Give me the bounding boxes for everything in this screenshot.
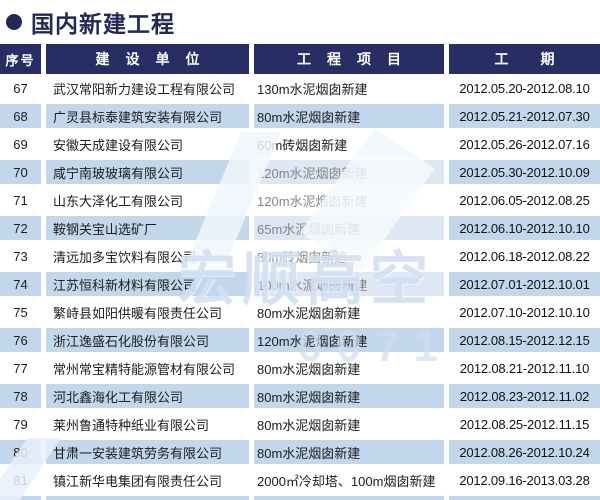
row-company: 浙江逸盛石化股份有限公司 — [46, 328, 249, 352]
row-period: 2012.06.10-2012.10.10 — [449, 216, 600, 240]
partial-cell — [0, 496, 41, 500]
table-row: 80 甘肃一安装建筑劳务有限公司 80m水泥烟囱新建 2012.08.26-2012.… — [0, 438, 600, 466]
row-company: 山东大泽化工有限公司 — [53, 193, 184, 209]
table-row: 79 莱州鲁通特种纸业有限公司 80m水泥烟囱新建 2012.08.25-2012.1… — [0, 410, 600, 438]
row-period: 2012.08.21-2012.11.10 — [459, 360, 590, 376]
row-project: 120m水泥烟囱新建 — [254, 160, 444, 184]
row-project: 120m水泥烟囱新建 — [257, 193, 368, 209]
row-project: 65m水泥烟囱新建 — [254, 216, 444, 240]
row-period: 2012.08.26-2012.10.24 — [449, 440, 600, 464]
row-project: 80m水泥烟囱新建 — [257, 305, 361, 321]
row-no: 81 — [13, 472, 28, 488]
row-company: 清远加多宝饮料有限公司 — [53, 249, 197, 265]
row-period: 2012.08.25-2012.11.15 — [459, 416, 590, 432]
row-project: 2000㎡冷却塔、100m烟囱新建 — [257, 473, 436, 489]
row-company: 河北鑫海化工有限公司 — [46, 384, 249, 408]
row-no: 75 — [13, 304, 28, 320]
row-company: 莱州鲁通特种纸业有限公司 — [53, 417, 210, 433]
row-period: 2012.05.21-2012.07.30 — [449, 104, 600, 128]
table-row: 78 河北鑫海化工有限公司 80m水泥烟囱新建 2012.08.23-2012.11.… — [0, 382, 600, 410]
page-title: 国内新建工程 — [31, 11, 175, 37]
partial-cell — [449, 496, 600, 500]
section-title-bar: 国内新建工程 — [0, 0, 600, 44]
row-project: 80m砖烟囱新建 — [257, 249, 348, 265]
column-header-period: 工期 — [449, 44, 600, 74]
partial-cell — [46, 496, 249, 500]
row-period: 2012.09.16-2013.03.28 — [459, 472, 590, 488]
row-no: 68 — [0, 104, 41, 128]
row-no: 74 — [0, 272, 41, 296]
partial-next-row — [0, 496, 600, 500]
row-period: 2012.05.26-2012.07.16 — [459, 136, 590, 152]
row-no: 79 — [13, 416, 28, 432]
row-no: 69 — [13, 136, 28, 152]
row-period: 2012.07.10-2012.10.10 — [459, 304, 590, 320]
row-company: 江苏恒科新材料有限公司 — [46, 272, 249, 296]
row-period: 2012.08.23-2012.11.02 — [449, 384, 600, 408]
table-row: 76 浙江逸盛石化股份有限公司 120m水泥烟囱新建 2012.08.15-2012.… — [0, 326, 600, 354]
row-no: 76 — [0, 328, 41, 352]
row-project: 100m水泥烟囱新建 — [254, 272, 444, 296]
table-row: 77 常州常宝精特能源管材有限公司 80m水泥烟囱新建 2012.08.21-2012… — [0, 354, 600, 382]
row-no: 70 — [0, 160, 41, 184]
row-project: 80m水泥烟囱新建 — [254, 440, 444, 464]
row-project: 60m砖烟囱新建 — [257, 137, 348, 153]
row-no: 73 — [13, 248, 28, 264]
row-period: 2012.08.15-2012.12.15 — [449, 328, 600, 352]
table-row: 81 镇江新华电集团有限责任公司 2000㎡冷却塔、100m烟囱新建 2012.09.… — [0, 466, 600, 494]
row-period: 2012.06.05-2012.08.25 — [459, 192, 590, 208]
row-project: 80m水泥烟囱新建 — [257, 417, 361, 433]
table-row: 75 繁峙县如阳供暖有限责任公司 80m水泥烟囱新建 2012.07.10-2012.… — [0, 298, 600, 326]
row-company: 广灵县标泰建筑安装有限公司 — [46, 104, 249, 128]
row-period: 2012.05.20-2012.08.10 — [459, 80, 590, 96]
row-company: 繁峙县如阳供暖有限责任公司 — [53, 305, 223, 321]
table-row: 72 鞍钢关宝山选矿厂 65m水泥烟囱新建 2012.06.10-2012.10.10 — [0, 214, 600, 242]
row-company: 咸宁南玻玻璃有限公司 — [46, 160, 249, 184]
row-no: 78 — [0, 384, 41, 408]
column-header-company: 建设单位 — [46, 44, 249, 74]
table-body: 67 武汉常阳新力建设工程有限公司 130m水泥烟囱新建 2012.05.20-201… — [0, 74, 600, 494]
section-bullet-icon — [6, 14, 22, 30]
row-project: 120m水泥烟囱新建 — [254, 328, 444, 352]
row-no: 72 — [0, 216, 41, 240]
row-period: 2012.07.01-2012.10.01 — [449, 272, 600, 296]
row-company: 甘肃一安装建筑劳务有限公司 — [46, 440, 249, 464]
row-company: 武汉常阳新力建设工程有限公司 — [53, 81, 236, 97]
row-project: 80m水泥烟囱新建 — [254, 104, 444, 128]
row-no: 80 — [0, 440, 41, 464]
column-header-project: 工程项目 — [254, 44, 444, 74]
table-row: 71 山东大泽化工有限公司 120m水泥烟囱新建 2012.06.05-2012.08… — [0, 186, 600, 214]
row-company: 常州常宝精特能源管材有限公司 — [53, 361, 236, 377]
table-row: 73 清远加多宝饮料有限公司 80m砖烟囱新建 2012.06.18-2012.08.… — [0, 242, 600, 270]
row-no: 71 — [13, 192, 28, 208]
row-period: 2012.06.18-2012.08.22 — [459, 248, 590, 264]
row-no: 77 — [13, 360, 28, 376]
row-company: 安徽天成建设有限公司 — [53, 137, 184, 153]
table-row: 70 咸宁南玻玻璃有限公司 120m水泥烟囱新建 2012.05.30-2012.10… — [0, 158, 600, 186]
row-project: 80m水泥烟囱新建 — [254, 384, 444, 408]
table-row: 69 安徽天成建设有限公司 60m砖烟囱新建 2012.05.26-2012.07.1… — [0, 130, 600, 158]
column-header-no: 序号 — [0, 44, 41, 74]
row-period: 2012.05.30-2012.10.09 — [449, 160, 600, 184]
partial-cell — [254, 496, 444, 500]
row-company: 鞍钢关宝山选矿厂 — [46, 216, 249, 240]
row-no: 67 — [13, 80, 28, 96]
row-project: 80m水泥烟囱新建 — [257, 361, 361, 377]
table-row: 68 广灵县标泰建筑安装有限公司 80m水泥烟囱新建 2012.05.21-2012.… — [0, 102, 600, 130]
table-header: 序号 建设单位 工程项目 工期 — [0, 44, 600, 74]
row-project: 130m水泥烟囱新建 — [257, 81, 368, 97]
table-row: 74 江苏恒科新材料有限公司 100m水泥烟囱新建 2012.07.01-2012.1… — [0, 270, 600, 298]
table-row: 67 武汉常阳新力建设工程有限公司 130m水泥烟囱新建 2012.05.20-201… — [0, 74, 600, 102]
row-company: 镇江新华电集团有限责任公司 — [53, 473, 223, 489]
